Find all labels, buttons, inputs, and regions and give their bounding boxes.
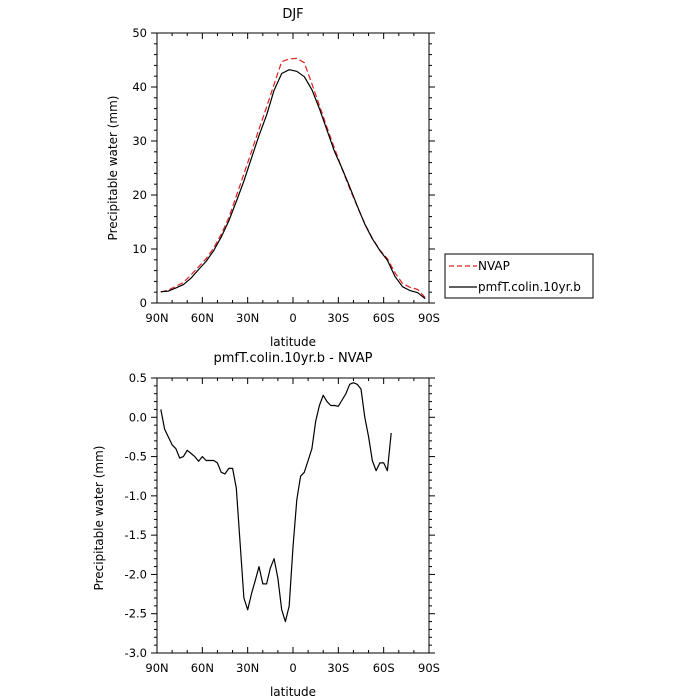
legend-label-nvap: NVAP (478, 259, 510, 273)
djf-chart-title: DJF (282, 7, 303, 22)
y-tick-label: 50 (132, 26, 147, 40)
djf-chart-xlabel: latitude (270, 335, 316, 349)
difference-chart-ticks: 90N 60N 30N 0 30S 60S 90S 0.5 0.0 -0.5 -1.0 -1.5 -2.… (125, 371, 440, 675)
y-tick-label: -3.0 (125, 646, 147, 660)
y-tick-label: -1.5 (125, 528, 147, 542)
difference-chart-title: pmfT.colin.10yr.b - NVAP (214, 351, 373, 366)
x-tick-label: 90S (418, 311, 440, 325)
x-tick-label: 0 (289, 311, 296, 325)
difference-chart: pmfT.colin.10yr.b - NVAP Precipitable wa… (92, 351, 440, 699)
x-tick-label: 90N (145, 661, 168, 675)
difference-chart-series (160, 382, 392, 623)
djf-chart-legend: NVAP pmfT.colin.10yr.b (444, 253, 594, 299)
y-tick-label: -2.5 (125, 607, 147, 621)
series-line-0 (160, 382, 392, 623)
y-tick-label: -2.0 (125, 567, 147, 581)
x-tick-label: 0 (289, 661, 296, 675)
x-tick-label: 90S (418, 661, 440, 675)
djf-chart-ylabel: Precipitable water (mm) (106, 96, 120, 241)
legend-box (444, 253, 594, 299)
difference-chart-frame (156, 377, 430, 654)
series-line-0 (160, 57, 426, 299)
djf-chart: DJF Precipitable water (mm) latitude 90N… (106, 7, 440, 349)
x-tick-label: 60N (191, 311, 214, 325)
difference-chart-ylabel: Precipitable water (mm) (92, 446, 106, 591)
y-tick-label: -1.0 (125, 489, 147, 503)
djf-chart-ticks: 90N 60N 30N 0 30S 60S 90S 0 10 20 30 40 50 (132, 26, 440, 325)
y-tick-label: 10 (132, 242, 147, 256)
x-tick-label: 30N (236, 661, 259, 675)
y-tick-label: 30 (132, 134, 147, 148)
djf-chart-frame (156, 32, 430, 304)
djf-chart-series (160, 57, 426, 300)
legend-label-model: pmfT.colin.10yr.b (478, 280, 581, 294)
y-tick-label: 0 (140, 296, 147, 310)
difference-chart-xlabel: latitude (270, 685, 316, 699)
y-tick-label: 20 (132, 188, 147, 202)
y-tick-label: 0.5 (129, 371, 147, 385)
series-line-1 (160, 69, 426, 300)
x-tick-label: 30S (327, 311, 349, 325)
y-tick-label: 0.0 (129, 410, 147, 424)
y-tick-label: -0.5 (125, 450, 147, 464)
x-tick-label: 30N (236, 311, 259, 325)
x-tick-label: 30S (327, 661, 349, 675)
x-tick-label: 60N (191, 661, 214, 675)
y-tick-label: 40 (132, 80, 147, 94)
x-tick-label: 60S (373, 661, 395, 675)
x-tick-label: 60S (373, 311, 395, 325)
x-tick-label: 90N (145, 311, 168, 325)
